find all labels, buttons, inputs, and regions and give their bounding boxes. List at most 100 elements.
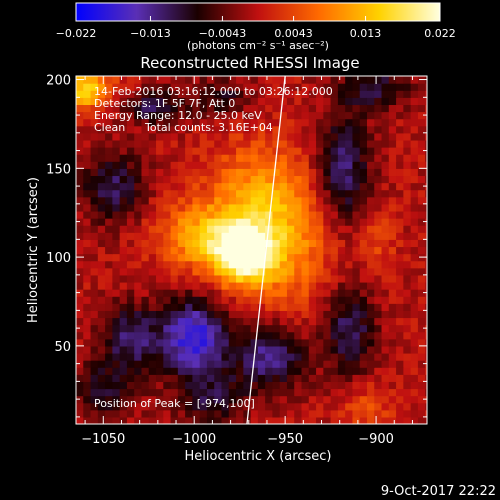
heatmap-pixel (323, 381, 332, 390)
heatmap-pixel (388, 225, 397, 233)
heatmap-pixel (308, 139, 317, 148)
heatmap-pixel (112, 175, 121, 184)
heatmap-pixel (286, 203, 295, 212)
heatmap-pixel (352, 303, 361, 311)
heatmap-pixel (126, 147, 135, 155)
heatmap-pixel (148, 409, 157, 418)
heatmap-pixel (265, 168, 274, 177)
heatmap-pixel (83, 345, 92, 354)
heatmap-pixel (323, 338, 332, 347)
heatmap-pixel (352, 324, 361, 333)
heatmap-pixel (112, 310, 121, 319)
heatmap-pixel (243, 182, 252, 191)
heatmap-pixel (352, 218, 361, 226)
heatmap-pixel (279, 296, 288, 304)
heatmap-pixel (374, 274, 383, 283)
heatmap-pixel (388, 161, 397, 169)
heatmap-pixel (163, 303, 172, 311)
heatmap-pixel (366, 402, 375, 411)
heatmap-pixel (163, 83, 172, 91)
heatmap-pixel (265, 232, 274, 240)
heatmap-pixel (381, 317, 390, 326)
heatmap-pixel (265, 388, 274, 397)
heatmap-pixel (170, 303, 179, 311)
heatmap-pixel (294, 210, 303, 219)
heatmap-pixel (294, 416, 303, 424)
y-axis-ticks (76, 79, 427, 418)
heatmap-pixel (90, 296, 99, 304)
heatmap-pixel (316, 402, 324, 411)
heatmap-pixel (388, 196, 397, 205)
heatmap-pixel (316, 76, 324, 84)
heatmap-pixel (221, 253, 230, 262)
heatmap-pixel (366, 345, 375, 354)
heatmap-pixel (417, 225, 426, 233)
heatmap-pixel (148, 118, 157, 127)
heatmap-pixel (301, 253, 310, 262)
heatmap-pixel (97, 182, 106, 191)
heatmap-pixel (199, 260, 208, 269)
heatmap-pixel (337, 303, 346, 311)
heatmap-pixel (316, 367, 324, 375)
heatmap-pixel (352, 352, 361, 361)
heatmap-pixel (83, 296, 92, 304)
heatmap-pixel (76, 196, 84, 205)
heatmap-pixel (185, 90, 193, 98)
heatmap-pixel (374, 338, 383, 347)
heatmap-pixel (265, 253, 274, 262)
heatmap-pixel (337, 395, 346, 404)
heatmap-pixel (323, 196, 332, 205)
heatmap-pixel (228, 281, 237, 290)
heatmap-pixel (112, 139, 121, 148)
heatmap-pixel (177, 246, 186, 255)
heatmap-pixel (374, 310, 383, 319)
heatmap-pixel (105, 274, 113, 283)
heatmap-pixel (294, 218, 303, 226)
heatmap-pixel (148, 296, 157, 304)
heatmap-pixel (396, 76, 404, 84)
heatmap-pixel (286, 281, 295, 290)
heatmap-pixel (366, 331, 375, 340)
heatmap-pixel (156, 196, 164, 205)
heatmap-pixel (97, 260, 106, 269)
heatmap-pixel (345, 338, 354, 347)
heatmap-pixel (301, 338, 310, 347)
heatmap-pixel (228, 388, 237, 397)
heatmap-pixel (366, 317, 375, 326)
heatmap-pixel (228, 76, 237, 84)
heatmap-pixel (170, 111, 179, 120)
heatmap-pixel (308, 147, 317, 155)
heatmap-pixel (185, 267, 193, 276)
heatmap-pixel (272, 225, 281, 233)
heatmap-pixel (330, 409, 339, 418)
heatmap-pixel (279, 218, 288, 226)
heatmap-pixel (156, 274, 164, 283)
heatmap-pixel (279, 360, 288, 368)
heatmap-pixel (163, 310, 172, 319)
x-axis-label: Heliocentric X (arcsec) (185, 449, 332, 464)
heatmap-pixel (316, 118, 324, 127)
heatmap-pixel (170, 274, 179, 283)
heatmap-pixel (265, 154, 274, 162)
heatmap-pixel (192, 203, 201, 212)
plot-frame (75, 75, 428, 425)
heatmap-pixel (221, 132, 230, 141)
heatmap-pixel (185, 395, 193, 404)
heatmap-pixel (403, 352, 412, 361)
heatmap-pixel (410, 83, 419, 91)
heatmap-pixel (250, 281, 259, 290)
heatmap-pixel (257, 139, 266, 148)
heatmap-pixel (396, 125, 404, 134)
heatmap-pixel (272, 388, 281, 397)
heatmap-pixel (83, 303, 92, 311)
heatmap-pixel (410, 352, 419, 361)
heatmap-pixel (294, 296, 303, 304)
heatmap-pixel (250, 317, 259, 326)
heatmap-pixel (236, 168, 244, 177)
heatmap-pixel (352, 345, 361, 354)
heatmap-pixel (316, 90, 324, 98)
heatmap-pixel (206, 210, 215, 219)
heatmap-pixel (265, 118, 274, 127)
heatmap-pixel (396, 104, 404, 113)
heatmap-pixel (359, 260, 368, 269)
